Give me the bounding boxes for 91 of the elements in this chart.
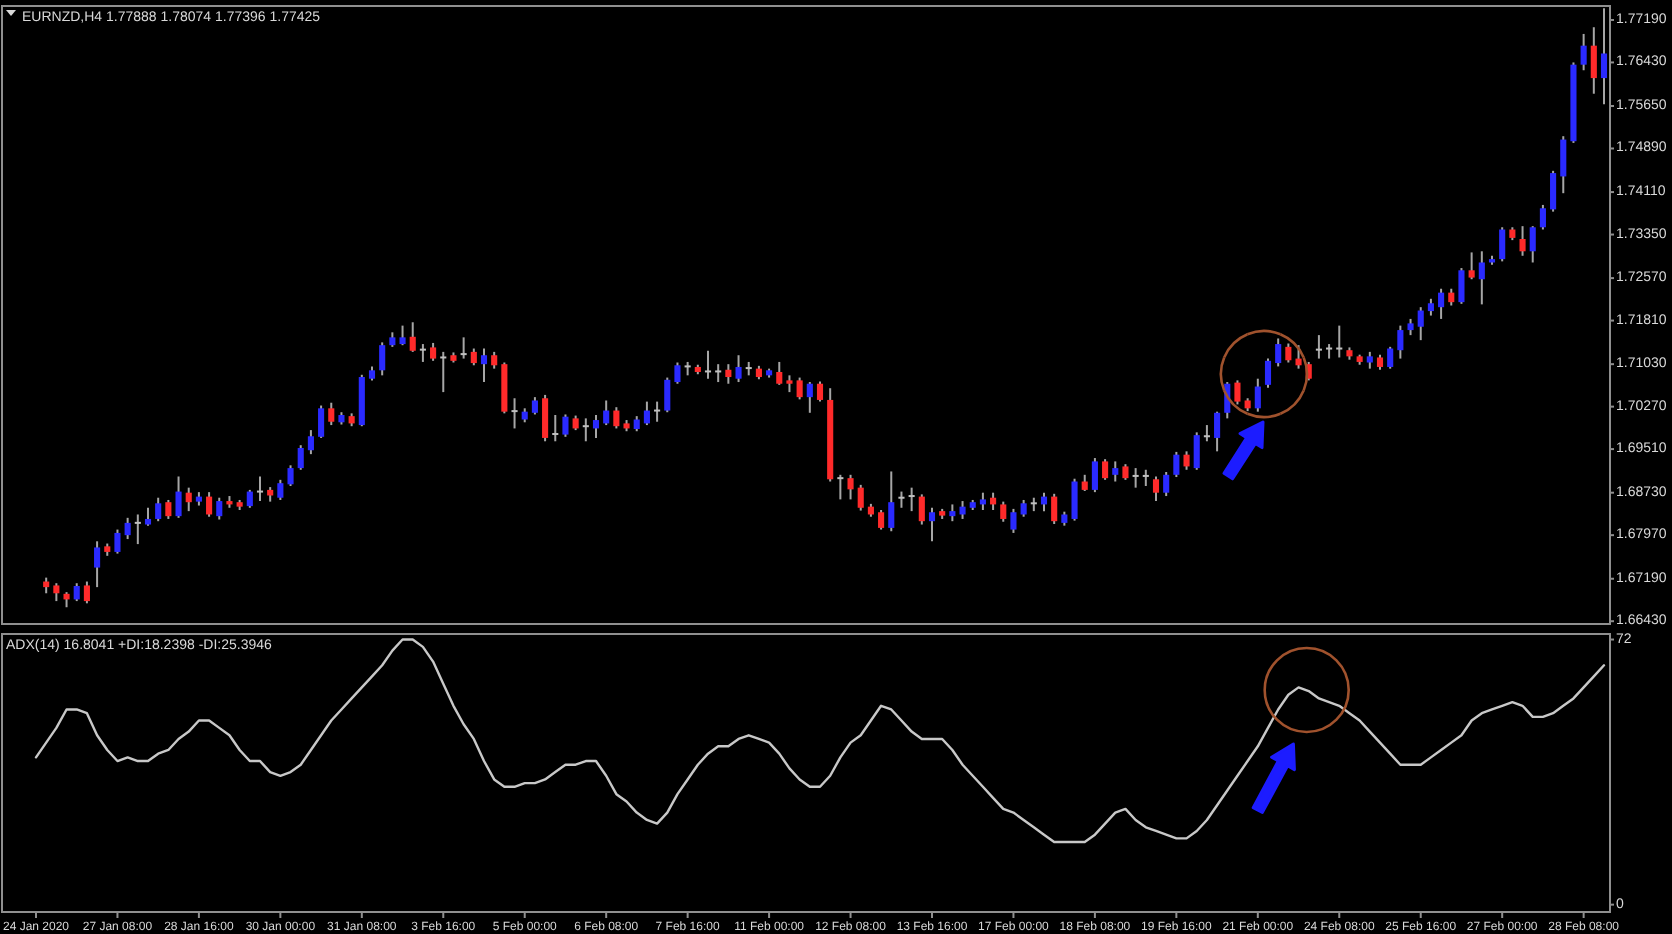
candlestick [1193, 431, 1200, 471]
candlestick [1417, 306, 1424, 342]
candlestick [1590, 26, 1597, 95]
candlestick [1468, 251, 1475, 281]
candlestick [1478, 250, 1485, 306]
candlestick [1326, 343, 1333, 360]
candlestick [216, 496, 223, 521]
candlestick [307, 429, 314, 456]
candlestick [816, 380, 824, 403]
candlestick [1458, 267, 1465, 305]
candlestick [1102, 458, 1109, 481]
candlestick [379, 341, 386, 377]
candlestick [1438, 287, 1445, 320]
candlestick [1560, 135, 1567, 195]
candlestick [277, 478, 284, 501]
candlestick [664, 376, 671, 414]
candlestick [1163, 471, 1170, 498]
candlestick [562, 413, 569, 438]
candlestick [409, 321, 416, 353]
candlestick [1112, 460, 1119, 483]
candlestick [124, 516, 131, 541]
candlestick [1580, 32, 1587, 72]
candlestick [878, 509, 885, 531]
candlestick [1173, 450, 1180, 479]
candlestick [735, 354, 742, 384]
candlestick [511, 397, 518, 430]
candlestick [1254, 377, 1261, 413]
candlestick [460, 336, 467, 360]
candlestick [654, 400, 661, 423]
candlestick [603, 399, 610, 427]
candlestick [613, 406, 620, 430]
candlestick [837, 473, 844, 501]
candlestick [796, 376, 803, 401]
candlestick [318, 404, 325, 439]
candlestick [1295, 344, 1302, 370]
candlestick [1600, 7, 1608, 106]
candlestick [83, 580, 90, 605]
candlestick [1071, 477, 1078, 522]
candlestick [908, 486, 915, 513]
candlestick [1519, 225, 1526, 257]
candlestick [1499, 226, 1506, 263]
candlestick [725, 363, 732, 385]
candlestick [1397, 324, 1404, 360]
candlestick [857, 483, 864, 512]
candlestick [582, 417, 589, 443]
candlestick [256, 475, 264, 503]
candlestick [399, 324, 406, 347]
candlestick [165, 498, 172, 520]
candlestick [1132, 467, 1139, 489]
candlestick [114, 528, 121, 555]
candlestick [1051, 492, 1058, 525]
candlestick [1091, 457, 1098, 494]
candlestick [1000, 500, 1007, 523]
candlestick [806, 381, 813, 414]
candlestick [440, 350, 447, 394]
candlestick [480, 347, 488, 384]
candlestick [542, 393, 549, 443]
candlestick [134, 513, 141, 546]
candlestick [888, 470, 895, 533]
candlestick [185, 486, 192, 513]
candlestick [1539, 203, 1546, 231]
candlestick [1315, 334, 1322, 360]
candlestick [776, 360, 783, 386]
candlestick [287, 464, 294, 487]
candlestick [552, 414, 559, 443]
candlestick [1234, 379, 1241, 406]
candlestick [1550, 169, 1557, 213]
candlestick [847, 473, 854, 501]
candlestick [155, 496, 162, 523]
candlestick [1285, 342, 1292, 364]
candlestick [674, 361, 681, 385]
candlestick [1183, 450, 1190, 471]
candlestick [1214, 410, 1221, 453]
candlestick [1275, 337, 1282, 368]
candlestick [328, 401, 335, 427]
candlestick [175, 475, 182, 519]
candlestick [206, 491, 213, 518]
candlestick [918, 493, 925, 526]
candlestick [1264, 357, 1272, 389]
candlestick [1529, 225, 1536, 264]
candlestick [1387, 345, 1394, 370]
candlestick [704, 349, 712, 380]
candlestick [94, 540, 101, 589]
candlestick [1152, 475, 1160, 503]
candlestick [928, 506, 936, 543]
candlestick [501, 361, 508, 415]
candlestick [297, 444, 304, 471]
candlestick [592, 414, 600, 439]
candlestick [643, 400, 650, 427]
candlestick [1336, 324, 1343, 359]
candlestick [1010, 507, 1017, 534]
